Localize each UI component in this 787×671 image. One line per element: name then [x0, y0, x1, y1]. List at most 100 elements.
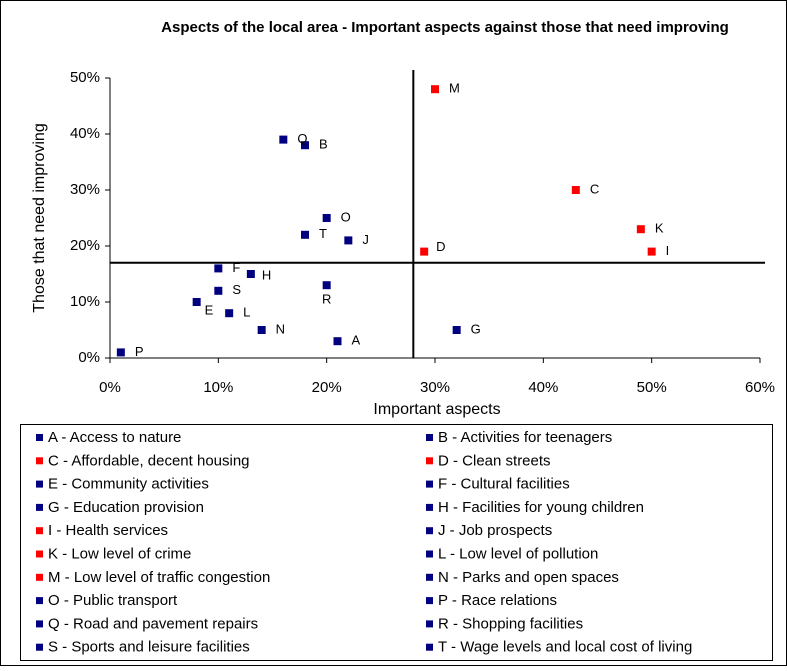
point [322, 214, 331, 222]
point [452, 326, 461, 334]
legend-label: Q - Road and pavement repairs [48, 615, 258, 632]
point-label: M [449, 81, 460, 96]
point-label: Q [297, 131, 307, 146]
legend-marker [426, 620, 433, 628]
point-label: H [262, 267, 271, 282]
legend-label: T - Wage levels and local cost of living [438, 639, 692, 656]
y-tick-label: 40% [70, 125, 100, 142]
point [301, 141, 309, 150]
point [246, 270, 255, 278]
legend-marker [36, 434, 43, 441]
legend-label: M - Low level of traffic congestion [48, 569, 270, 586]
legend-label: P - Race relations [438, 592, 557, 609]
legend-marker [36, 597, 43, 605]
point-label: C [590, 181, 599, 196]
point [214, 264, 223, 273]
legend-border [20, 424, 773, 661]
legend-label: B - Activities for teenagers [438, 429, 612, 446]
legend-marker [426, 550, 433, 558]
legend-label: D - Clean streets [438, 452, 551, 469]
y-tick-label: 20% [70, 237, 100, 254]
legend-marker [426, 643, 433, 651]
point-label: T [319, 226, 327, 241]
chart-title: Aspects of the local area - Important as… [161, 19, 729, 36]
x-tick-label: 50% [637, 379, 667, 396]
legend-marker [36, 643, 43, 651]
point [116, 348, 125, 357]
point-label: P [135, 344, 144, 359]
point-label: J [362, 232, 369, 247]
legend-marker [36, 620, 43, 628]
legend-marker [426, 457, 433, 465]
legend-marker [36, 457, 43, 465]
point [647, 247, 656, 256]
legend-label: C - Affordable, decent housing [48, 452, 250, 469]
legend-label: K - Low level of crime [48, 545, 191, 562]
point-label: E [205, 302, 214, 317]
legend-label: L - Low level of pollution [438, 545, 598, 562]
point [322, 281, 331, 290]
legend-label: I - Health services [48, 522, 168, 539]
point-label: I [666, 243, 670, 258]
point-label: D [436, 239, 445, 254]
legend-label: S - Sports and leisure facilities [48, 639, 250, 656]
legend-marker [426, 597, 433, 605]
point [301, 230, 309, 239]
legend-marker [36, 480, 43, 488]
x-tick-label: 10% [203, 379, 233, 396]
point [333, 337, 342, 346]
point-label: F [232, 260, 240, 275]
x-tick-label: 60% [745, 379, 775, 396]
legend-label: J - Job prospects [438, 522, 552, 539]
legend-marker [426, 503, 433, 511]
legend-marker [426, 573, 433, 581]
point [214, 286, 223, 295]
x-axis-label: Important aspects [373, 401, 500, 418]
x-tick-label: 30% [420, 379, 450, 396]
point-label: O [341, 209, 351, 224]
point [420, 247, 429, 256]
legend-label: H - Facilities for young children [438, 499, 644, 516]
x-tick-label: 0% [99, 379, 121, 396]
point [571, 186, 580, 194]
legend-label: G - Education provision [48, 499, 204, 516]
y-tick-label: 10% [70, 293, 100, 310]
point-label: R [322, 292, 331, 307]
point [636, 225, 645, 234]
legend-label: E - Community activities [48, 476, 209, 493]
legend-marker [426, 434, 433, 441]
legend-label: R - Shopping facilities [438, 615, 583, 632]
point-label: G [471, 321, 481, 336]
legend-marker [426, 527, 433, 535]
legend-label: N - Parks and open spaces [438, 569, 619, 586]
point [431, 85, 439, 94]
point-label: S [232, 282, 241, 297]
legend-marker [426, 480, 433, 488]
point [225, 309, 234, 318]
legend-marker [36, 573, 43, 581]
legend-label: A - Access to nature [48, 429, 181, 446]
y-axis-label: Those that need improving [31, 123, 48, 312]
x-tick-label: 40% [528, 379, 558, 396]
point-label: L [243, 305, 250, 320]
point-label: N [276, 321, 285, 336]
legend-marker [36, 527, 43, 535]
y-tick-label: 50% [70, 69, 100, 86]
point-label: A [352, 333, 361, 348]
y-tick-label: 0% [78, 349, 100, 366]
legend-label: O - Public transport [48, 592, 178, 609]
point-label: B [319, 137, 328, 152]
x-tick-label: 20% [312, 379, 342, 396]
legend-label: F - Cultural facilities [438, 476, 570, 493]
point-label: K [655, 221, 664, 236]
legend-marker [36, 503, 43, 511]
y-tick-label: 30% [70, 181, 100, 198]
point [344, 236, 353, 245]
point [279, 135, 288, 144]
point [257, 326, 266, 334]
title-box: Aspects of the local area - Important as… [161, 19, 729, 36]
legend-marker [36, 550, 43, 558]
point [192, 298, 201, 306]
